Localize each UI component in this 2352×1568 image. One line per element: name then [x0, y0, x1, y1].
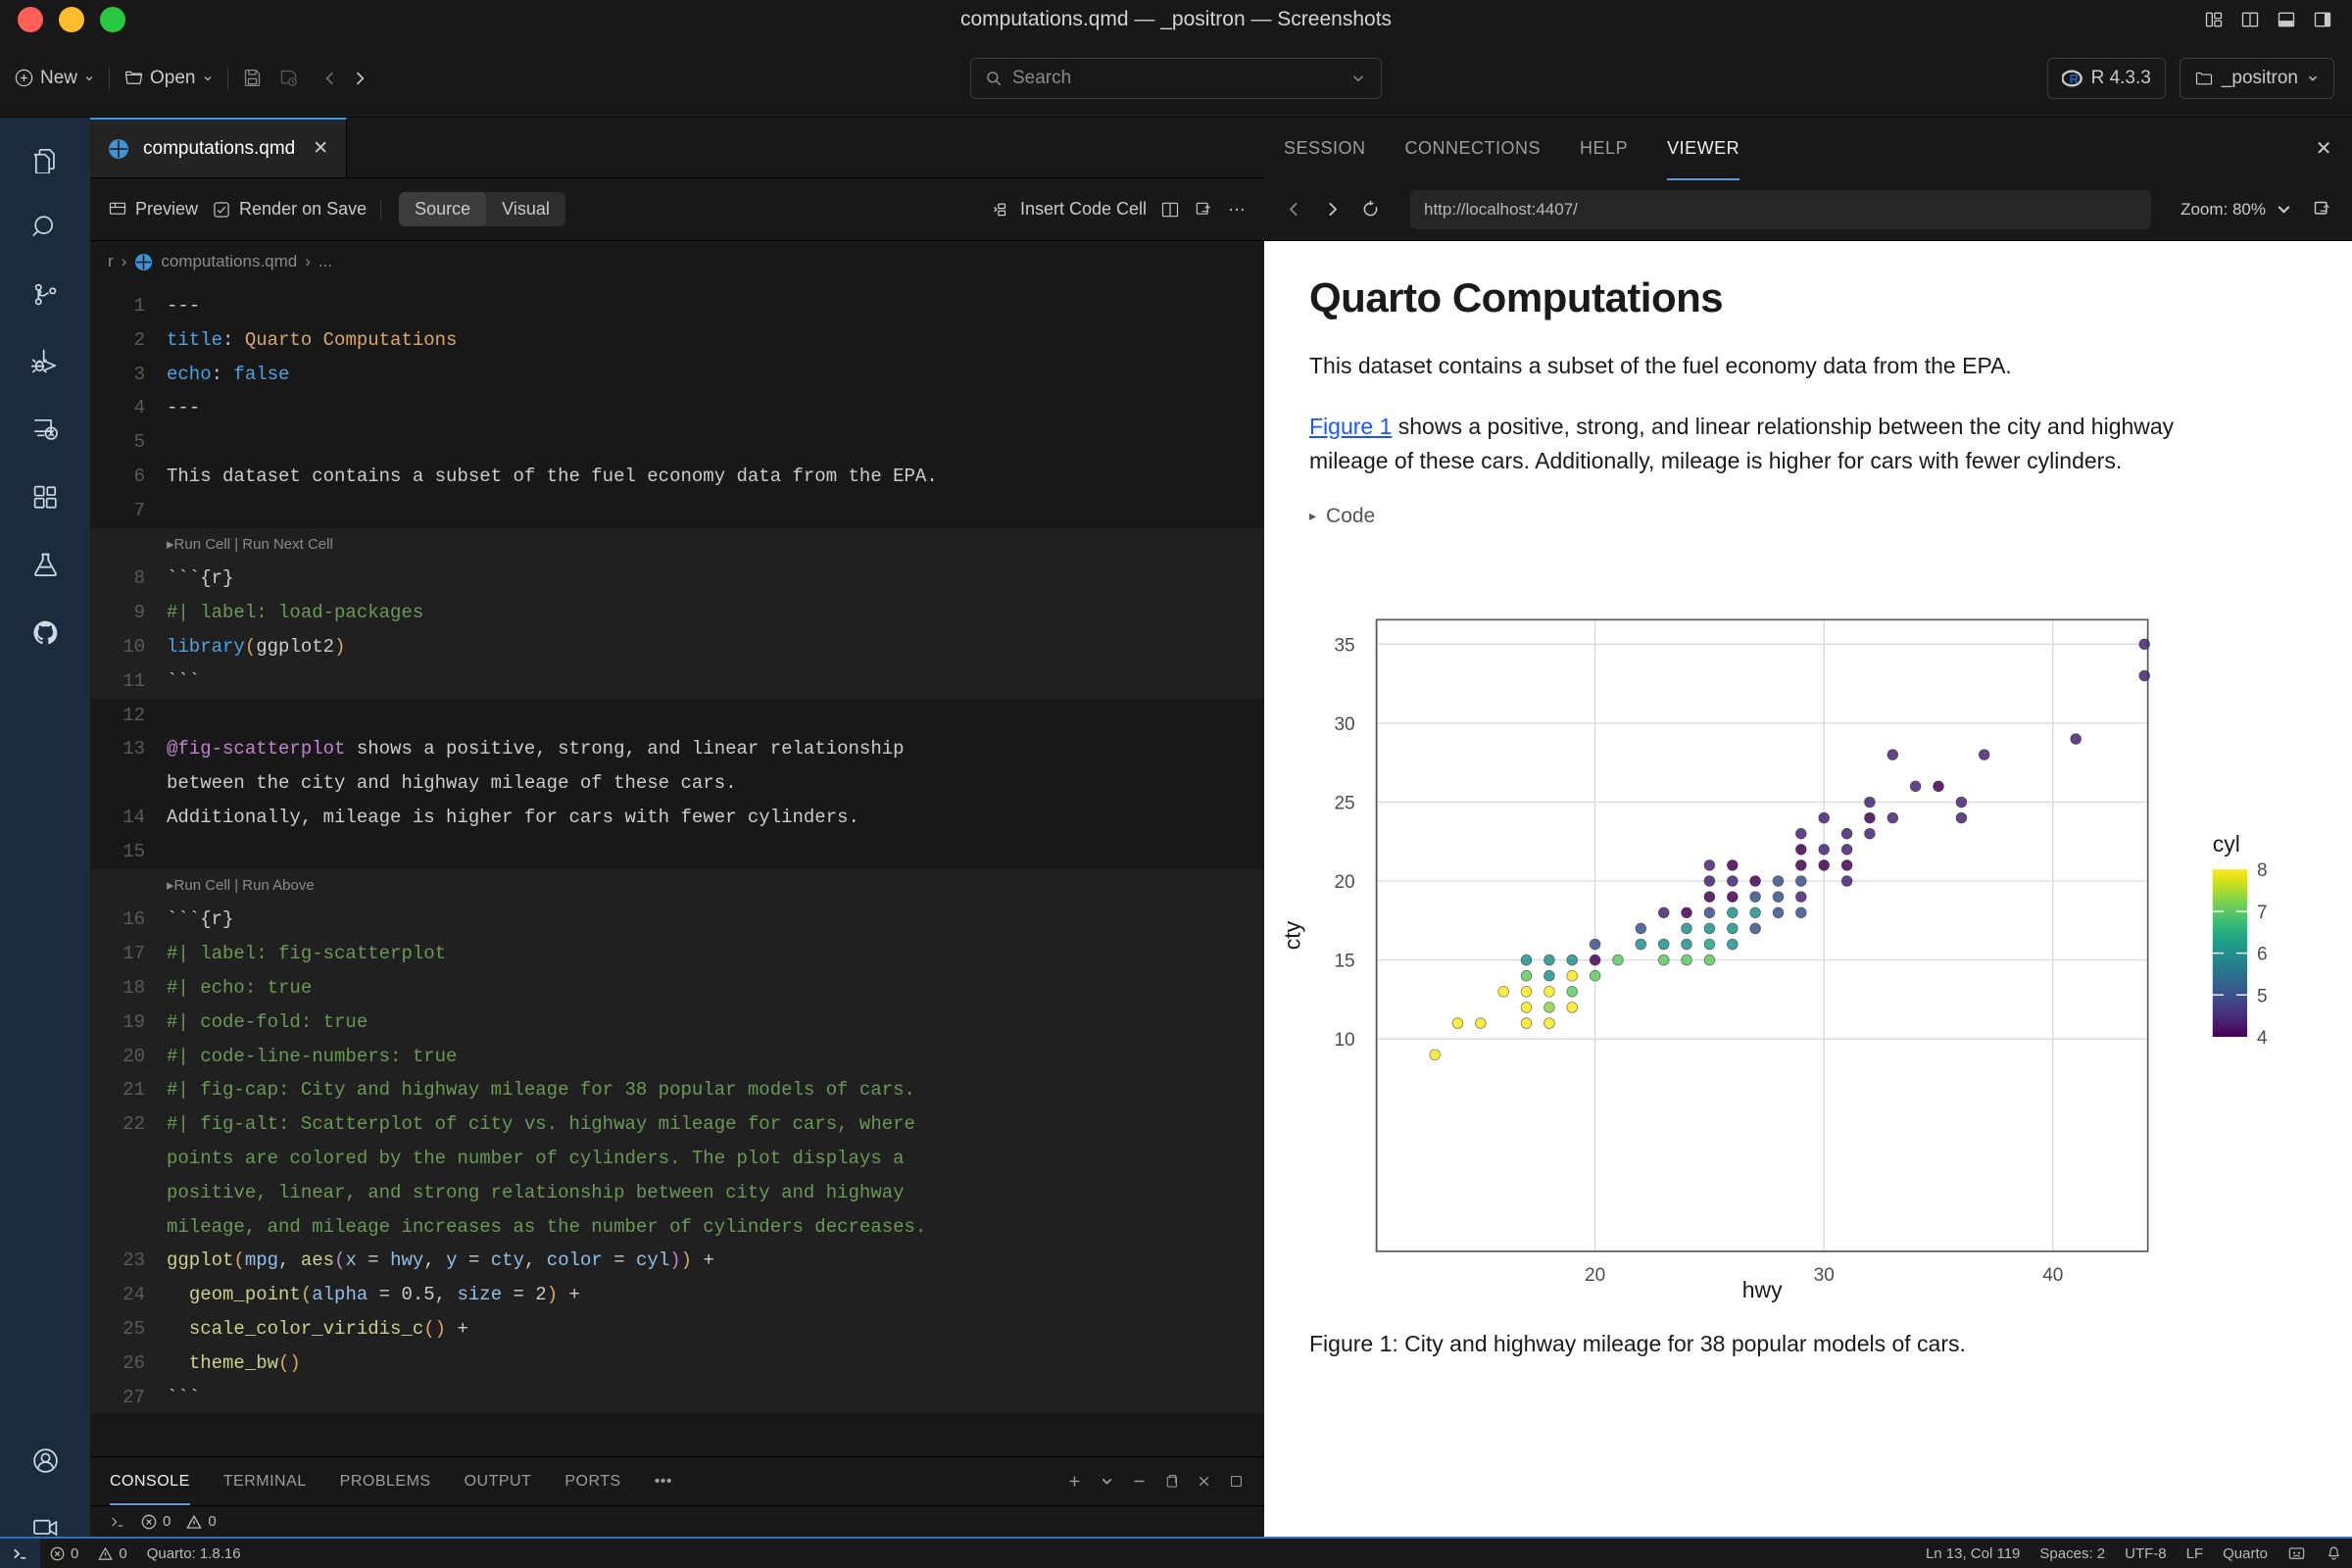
svg-text:35: 35: [1334, 635, 1354, 656]
svg-text:hwy: hwy: [1742, 1277, 1783, 1302]
svg-text:10: 10: [1334, 1030, 1354, 1051]
svg-text:15: 15: [1334, 952, 1354, 972]
svg-text:20: 20: [1334, 872, 1354, 893]
svg-text:cyl: cyl: [2213, 831, 2240, 857]
svg-text:30: 30: [1334, 714, 1354, 735]
svg-text:20: 20: [1585, 1265, 1605, 1286]
svg-text:30: 30: [1814, 1265, 1835, 1286]
svg-text:40: 40: [2042, 1265, 2063, 1286]
svg-text:R: R: [2069, 72, 2079, 86]
svg-text:4: 4: [2257, 1028, 2268, 1049]
svg-text:6: 6: [2257, 945, 2268, 965]
svg-text:7: 7: [2257, 903, 2268, 923]
svg-text:cty: cty: [1280, 920, 1305, 950]
svg-text:5: 5: [2257, 986, 2268, 1006]
svg-text:8: 8: [2257, 860, 2268, 881]
svg-text:25: 25: [1334, 794, 1354, 814]
